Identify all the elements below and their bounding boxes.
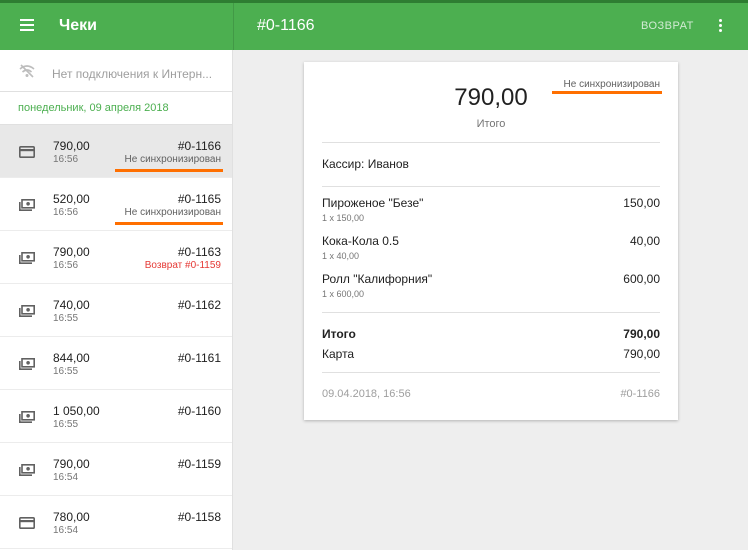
item-status: Не синхронизирован	[124, 154, 221, 165]
receipt-list-item[interactable]: 520,00 16:56 #0-1165 Не синхронизирован	[0, 178, 232, 231]
line-item: Ролл "Калифорния" 1 x 600,00 600,00	[322, 272, 660, 299]
receipt-list-item[interactable]: 780,00 16:54 #0-1158	[0, 496, 232, 549]
line-item: Пироженое "Безе" 1 x 150,00 150,00	[322, 196, 660, 223]
cash-icon	[19, 410, 35, 423]
receipt-list-item[interactable]: 790,00 16:56 #0-1166 Не синхронизирован	[0, 125, 232, 178]
item-amount: 740,00	[53, 298, 90, 312]
cash-icon	[19, 198, 35, 211]
item-number: #0-1160	[177, 404, 221, 418]
app-bar-left: Чеки	[0, 3, 233, 50]
item-time: 16:54	[53, 472, 79, 483]
divider	[322, 186, 660, 187]
item-time: 16:55	[53, 419, 79, 430]
summary-total-row: Итого 790,00	[322, 327, 660, 341]
receipts-sidebar: Нет подключения к Интерн... понедельник,…	[0, 50, 233, 550]
item-amount: 790,00	[53, 139, 90, 153]
receipt-total-label: Итого	[476, 118, 506, 130]
item-number: #0-1163	[177, 245, 221, 259]
payment-value: 790,00	[623, 347, 660, 361]
wifi-off-icon	[19, 64, 35, 78]
receipt-list-item[interactable]: 790,00 16:54 #0-1159	[0, 443, 232, 496]
receipt-list-item[interactable]: 844,00 16:55 #0-1161	[0, 337, 232, 390]
item-time: 16:55	[53, 313, 79, 324]
item-amount: 1 050,00	[53, 404, 100, 418]
app-title: Чеки	[59, 17, 97, 34]
divider	[322, 312, 660, 313]
item-number: #0-1165	[177, 192, 221, 206]
cash-icon	[19, 304, 35, 317]
payment-row: Карта 790,00	[322, 347, 660, 361]
app-bar-divider	[233, 3, 234, 50]
offline-banner: Нет подключения к Интерн...	[0, 50, 232, 92]
receipt-card: 790,00 Итого Не синхронизирован Кассир: …	[304, 62, 678, 420]
item-time: 16:55	[53, 366, 79, 377]
card-icon	[19, 516, 35, 529]
payment-label: Карта	[322, 347, 355, 361]
receipt-title: #0-1166	[257, 17, 315, 34]
item-number: #0-1161	[177, 351, 221, 365]
unsynced-underline	[115, 169, 223, 172]
refund-button[interactable]: ВОЗВРАТ	[641, 20, 694, 32]
item-time: 16:56	[53, 207, 79, 218]
receipt-list-item[interactable]: 790,00 16:56 #0-1163 Возврат #0-1159	[0, 231, 232, 284]
sync-status: Не синхронизирован	[563, 79, 660, 90]
item-amount: 520,00	[53, 192, 90, 206]
item-number: #0-1162	[177, 298, 221, 312]
divider	[322, 372, 660, 373]
receipt-list-item[interactable]: 1 050,00 16:55 #0-1160	[0, 390, 232, 443]
unsynced-underline	[115, 222, 223, 225]
line-item-price: 40,00	[629, 234, 660, 248]
item-status: Возврат #0-1159	[144, 260, 221, 271]
line-item-price: 600,00	[623, 272, 660, 286]
cashier: Кассир: Иванов	[322, 157, 409, 171]
summary-total-label: Итого	[322, 327, 356, 341]
sync-status-underline	[552, 91, 662, 94]
item-number: #0-1159	[177, 457, 221, 471]
offline-text: Нет подключения к Интерн...	[52, 67, 213, 81]
receipt-total: 790,00	[454, 84, 528, 111]
receipt-list: 790,00 16:56 #0-1166 Не синхронизирован 520,…	[0, 125, 232, 549]
line-item-name: Кока-Кола 0.5	[322, 234, 399, 248]
receipt-number: #0-1166	[620, 388, 660, 400]
line-item-name: Пироженое "Безе"	[322, 196, 424, 210]
receipt-datetime: 09.04.2018, 16:56	[322, 388, 411, 400]
cash-icon	[19, 251, 35, 264]
item-number: #0-1158	[177, 510, 221, 524]
cash-icon	[19, 357, 35, 370]
line-item-qty: 1 x 40,00	[322, 251, 360, 261]
item-status: Не синхронизирован	[124, 207, 221, 218]
card-icon	[19, 145, 35, 158]
item-amount: 790,00	[53, 457, 90, 471]
date-header-text: понедельник, 09 апреля 2018	[18, 102, 169, 114]
item-amount: 780,00	[53, 510, 90, 524]
line-item-price: 150,00	[623, 196, 660, 210]
item-amount: 790,00	[53, 245, 90, 259]
line-item: Кока-Кола 0.5 1 x 40,00 40,00	[322, 234, 660, 261]
summary-total-value: 790,00	[623, 327, 660, 341]
item-number: #0-1166	[177, 139, 221, 153]
receipt-list-item[interactable]: 740,00 16:55 #0-1162	[0, 284, 232, 337]
app-bar: Чеки #0-1166 ВОЗВРАТ	[0, 0, 748, 50]
line-item-qty: 1 x 150,00	[322, 213, 365, 223]
item-time: 16:54	[53, 525, 79, 536]
item-amount: 844,00	[53, 351, 90, 365]
divider	[322, 142, 660, 143]
hamburger-menu-icon[interactable]	[20, 19, 34, 31]
item-time: 16:56	[53, 154, 79, 165]
date-header: понедельник, 09 апреля 2018	[0, 92, 232, 125]
item-time: 16:56	[53, 260, 79, 271]
cash-icon	[19, 463, 35, 476]
line-item-qty: 1 x 600,00	[322, 289, 365, 299]
line-item-name: Ролл "Калифорния"	[322, 272, 433, 286]
more-vertical-icon[interactable]	[719, 19, 723, 33]
